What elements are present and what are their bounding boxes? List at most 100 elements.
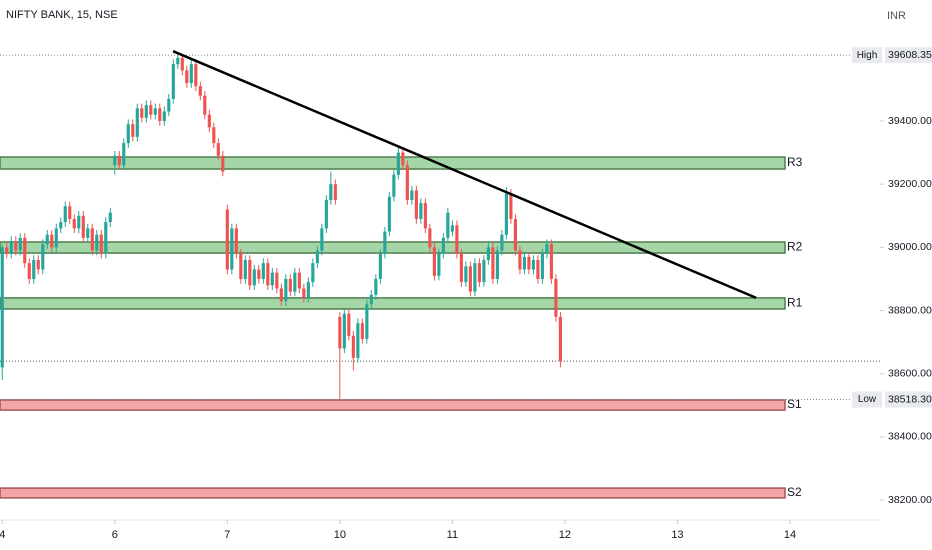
candle-body bbox=[117, 155, 121, 166]
candle-body bbox=[311, 263, 315, 283]
candle-body bbox=[257, 269, 261, 279]
candle-body bbox=[315, 250, 319, 264]
marker-tag-label: High bbox=[857, 50, 878, 61]
x-tick-label: 7 bbox=[224, 529, 230, 541]
candle-body bbox=[171, 64, 175, 99]
candle-body bbox=[252, 269, 256, 286]
candle-body bbox=[225, 209, 229, 270]
candle-body bbox=[126, 124, 130, 144]
marker-tag-label: Low bbox=[858, 394, 877, 405]
x-tick-label: 13 bbox=[671, 529, 683, 541]
candle-body bbox=[86, 228, 90, 238]
candle-body bbox=[41, 244, 45, 270]
candle-body bbox=[504, 193, 508, 235]
candle-body bbox=[423, 203, 427, 229]
candle-body bbox=[243, 260, 247, 279]
candle-body bbox=[396, 152, 400, 175]
candle-body bbox=[333, 184, 337, 200]
candle-body bbox=[108, 212, 112, 223]
candle-body bbox=[275, 272, 279, 289]
candle-body bbox=[68, 206, 72, 219]
candle-body bbox=[464, 266, 468, 283]
candle-body bbox=[306, 282, 310, 298]
candle-body bbox=[378, 253, 382, 279]
candle-body bbox=[527, 256, 531, 270]
candle-body bbox=[392, 174, 396, 197]
candle-body bbox=[167, 98, 171, 112]
candle-body bbox=[23, 237, 27, 264]
candle-body bbox=[482, 260, 486, 283]
candle-body bbox=[221, 155, 225, 172]
candle-body bbox=[239, 253, 243, 279]
y-tick-label: 38800.00 bbox=[888, 304, 932, 316]
y-tick-label: 38600.00 bbox=[888, 368, 932, 380]
candle-body bbox=[63, 206, 67, 223]
y-tick-label: 39000.00 bbox=[888, 241, 932, 253]
candle-body bbox=[347, 313, 351, 336]
candle-body bbox=[104, 222, 108, 254]
candle-body bbox=[153, 108, 157, 115]
candle-body bbox=[383, 231, 387, 254]
zone bbox=[0, 156, 786, 170]
candle-body bbox=[522, 256, 526, 270]
candle-body bbox=[365, 304, 369, 339]
candle-body bbox=[405, 165, 409, 200]
candle-body bbox=[414, 190, 418, 219]
candle-body bbox=[401, 152, 405, 166]
candle-body bbox=[113, 155, 117, 166]
zone-label: S1 bbox=[787, 397, 802, 411]
zone bbox=[0, 399, 786, 411]
candle-body bbox=[518, 250, 522, 270]
candle-body bbox=[198, 86, 202, 96]
candle-body bbox=[495, 250, 499, 279]
candle-body bbox=[360, 323, 364, 339]
candle-body bbox=[95, 234, 99, 251]
candle-body bbox=[342, 313, 346, 349]
candle-body bbox=[374, 278, 378, 295]
candle-body bbox=[266, 263, 270, 286]
candle-body bbox=[144, 105, 148, 118]
candle-body bbox=[545, 244, 549, 254]
y-tick-label: 39400.00 bbox=[888, 115, 932, 127]
marker-value-box bbox=[885, 47, 932, 64]
zone bbox=[0, 487, 786, 499]
candle-body bbox=[387, 196, 391, 232]
candle-body bbox=[270, 272, 274, 286]
candle-body bbox=[509, 193, 513, 219]
candle-body bbox=[536, 260, 540, 279]
candle-body bbox=[18, 237, 22, 251]
x-tick-label: 11 bbox=[447, 529, 458, 541]
candle-body bbox=[540, 253, 544, 279]
y-tick-label: 39200.00 bbox=[888, 178, 932, 190]
candle-body bbox=[428, 228, 432, 248]
candle-body bbox=[135, 108, 139, 137]
candle-body bbox=[329, 184, 333, 200]
candle-body bbox=[72, 218, 76, 229]
candle-body bbox=[531, 260, 535, 270]
y-tick-label: 38200.00 bbox=[888, 494, 932, 506]
candle-body bbox=[230, 228, 234, 270]
candle-body bbox=[369, 294, 373, 305]
chart-title: NIFTY BANK, 15, NSE bbox=[6, 9, 118, 21]
candle-body bbox=[176, 57, 180, 65]
candle-body bbox=[216, 143, 220, 156]
candle-body bbox=[513, 218, 517, 251]
candle-body bbox=[248, 260, 252, 286]
candle-body bbox=[320, 228, 324, 251]
marker-tag bbox=[852, 391, 882, 408]
candle-body bbox=[410, 190, 414, 200]
candle-body bbox=[158, 108, 162, 121]
x-tick-label: 14 bbox=[784, 529, 796, 541]
marker-value: 38518.30 bbox=[888, 393, 932, 405]
candle-body bbox=[149, 105, 153, 115]
candle-body bbox=[500, 234, 504, 251]
candle-body bbox=[189, 64, 193, 84]
candle-body bbox=[32, 260, 36, 279]
candle-body bbox=[140, 108, 144, 118]
candle-body bbox=[27, 263, 31, 279]
candle-body bbox=[212, 127, 216, 144]
candle-body bbox=[36, 260, 40, 270]
candle-body bbox=[99, 234, 103, 254]
candle-body bbox=[77, 215, 81, 229]
candle-body bbox=[441, 237, 445, 254]
